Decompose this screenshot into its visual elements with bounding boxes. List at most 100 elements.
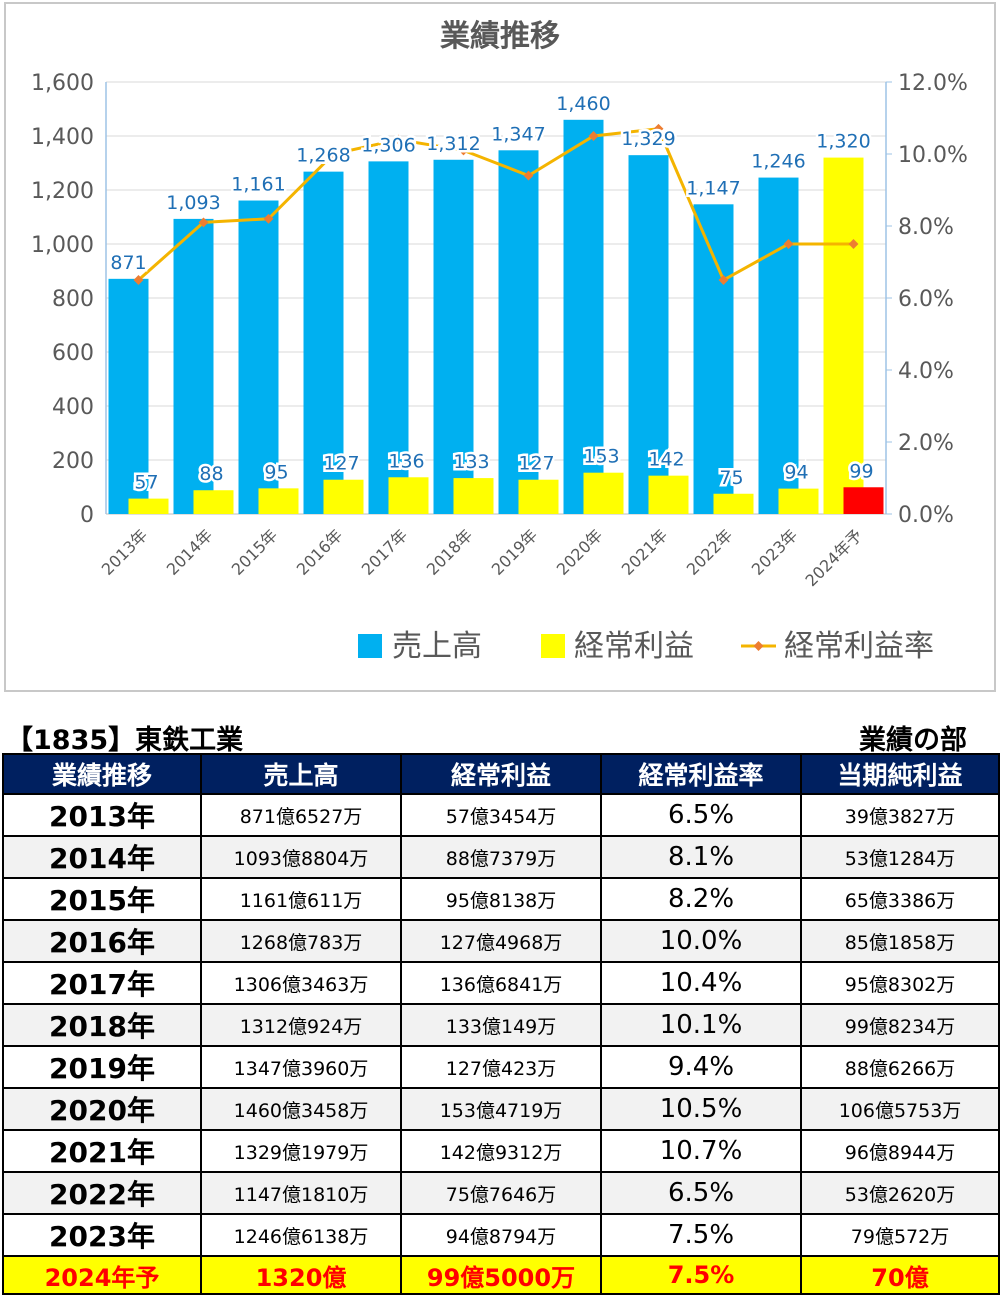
sales-bar [628,155,669,515]
sales-bar [173,218,214,514]
table-cell: 1093億8804万 [200,835,402,879]
profit-bar [323,479,364,514]
column-header: 売上高 [200,753,402,795]
forecast-cell: 7.5% [600,1255,802,1295]
table-cell: 136億6841万 [400,961,602,1005]
sales-data-label: 1,329 [621,128,675,150]
table-cell: 85億1858万 [800,919,1000,963]
profit-bar [648,475,689,514]
y2-tick-label: 0.0% [898,503,954,528]
profit-bar [843,487,884,514]
table-cell: 94億8794万 [400,1213,602,1257]
table-cell: 871億6527万 [200,793,402,837]
table-cell-year: 2014年 [2,835,202,879]
chart-frame: 業績推移 0 200 400 600 800 1,000 1,200 1,400 1,600 0.0… [4,2,996,692]
forecast-row: 2024年予 1320億 99億5000万 7.5% 70億 [2,1255,1000,1295]
y-tick-label: 1,200 [31,179,94,204]
forecast-cell: 2024年予 [2,1255,202,1295]
table-cell: 1329億1979万 [200,1129,402,1173]
table-header-row: 業績推移 売上高 経常利益 経常利益率 当期純利益 [2,753,1000,795]
profit-data-label: 153 [583,446,619,468]
legend-marker-rate [753,641,764,651]
table-row: 2017年 1306億3463万 136億6841万 10.4% 95億8302万 [2,961,1000,1005]
profit-data-label: 95 [264,461,288,483]
y-tick-label: 1,400 [31,125,94,150]
table-cell: 75億7646万 [400,1171,602,1215]
sales-data-label: 1,161 [231,174,285,196]
table-cell: 1460億3458万 [200,1087,402,1131]
table-cell-year: 2018年 [2,1003,202,1047]
table-cell-year: 2020年 [2,1087,202,1131]
profit-bar [453,478,494,514]
table-cell: 9.4% [600,1045,802,1089]
x-tick-label: 2017年 [358,525,412,579]
sales-bar [108,278,149,514]
y-tick-label: 0 [80,503,94,528]
profit-bar [258,488,299,514]
table-cell: 6.5% [600,793,802,837]
table-cell: 53億1284万 [800,835,1000,879]
profit-rate-marker [848,239,859,249]
table-cell: 79億572万 [800,1213,1000,1257]
y2-tick-label: 6.0% [898,287,954,312]
table-cell: 1312億924万 [200,1003,402,1047]
table-cell: 133億149万 [400,1003,602,1047]
table-cell: 1161億611万 [200,877,402,921]
x-tick-label: 2020年 [553,525,607,579]
section-title: 業績の部 [859,725,967,756]
table-cell: 8.1% [600,835,802,879]
profit-rate-line [137,127,854,283]
table-cell-year: 2013年 [2,793,202,837]
sales-data-label: 1,306 [361,134,415,156]
table-cell: 10.4% [600,961,802,1005]
column-header: 業績推移 [2,753,202,795]
x-tick-label: 2014年 [163,525,217,579]
sales-bar [303,171,344,514]
table-cell: 99億8234万 [800,1003,1000,1047]
sales-data-label: 1,147 [686,177,740,199]
x-tick-label: 2016年 [293,525,347,579]
sales-data-label: 1,093 [166,192,220,214]
sales-data-label: 1,347 [491,123,545,145]
table-row: 2021年 1329億1979万 142億9312万 10.7% 96億8944万 [2,1129,1000,1173]
y2-tick-label: 4.0% [898,359,954,384]
forecast-cell: 70億 [800,1255,1000,1295]
legend-swatch-sales [358,634,382,658]
legend-label-sales: 売上高 [392,629,482,664]
table-cell: 10.1% [600,1003,802,1047]
table-cell: 10.7% [600,1129,802,1173]
y-tick-label: 800 [52,287,94,312]
table-cell: 96億8944万 [800,1129,1000,1173]
y2-tick-label: 10.0% [898,143,968,168]
table-cell-year: 2019年 [2,1045,202,1089]
table-cell: 88億7379万 [400,835,602,879]
profit-rate-marker [328,149,339,159]
profit-bar [778,488,819,514]
table-cell-year: 2023年 [2,1213,202,1257]
sales-data-label: 1,460 [556,93,610,115]
performance-chart: 業績推移 0 200 400 600 800 1,000 1,200 1,400 1,600 0.0… [31,19,968,664]
profit-data-label: 133 [453,451,489,473]
profit-rate-marker [458,145,469,156]
profit-rate-marker [653,123,664,134]
profit-data-label: 57 [134,472,158,494]
legend-label-profit: 経常利益 [574,629,694,664]
profit-bar [518,479,559,514]
profit-bar [128,498,169,514]
company-title: 【1835】東鉄工業 [6,725,244,756]
table-cell-year: 2016年 [2,919,202,963]
table-cell: 10.5% [600,1087,802,1131]
table-row: 2014年 1093億8804万 88億7379万 8.1% 53億1284万 [2,835,1000,879]
profit-bar [583,472,624,514]
y-tick-label: 200 [52,449,94,474]
x-tick-label: 2013年 [98,525,152,579]
chart-title: 業績推移 [440,19,560,54]
y2-tick-label: 8.0% [898,215,954,240]
sales-data-label: 1,268 [296,145,350,167]
table-cell-year: 2022年 [2,1171,202,1215]
table-row: 2013年 871億6527万 57億3454万 6.5% 39億3827万 [2,793,1000,837]
table-row: 2018年 1312億924万 133億149万 10.1% 99億8234万 [2,1003,1000,1047]
table-row: 2022年 1147億1810万 75億7646万 6.5% 53億2620万 [2,1171,1000,1215]
table-cell-year: 2015年 [2,877,202,921]
forecast-cell: 99億5000万 [400,1255,602,1295]
